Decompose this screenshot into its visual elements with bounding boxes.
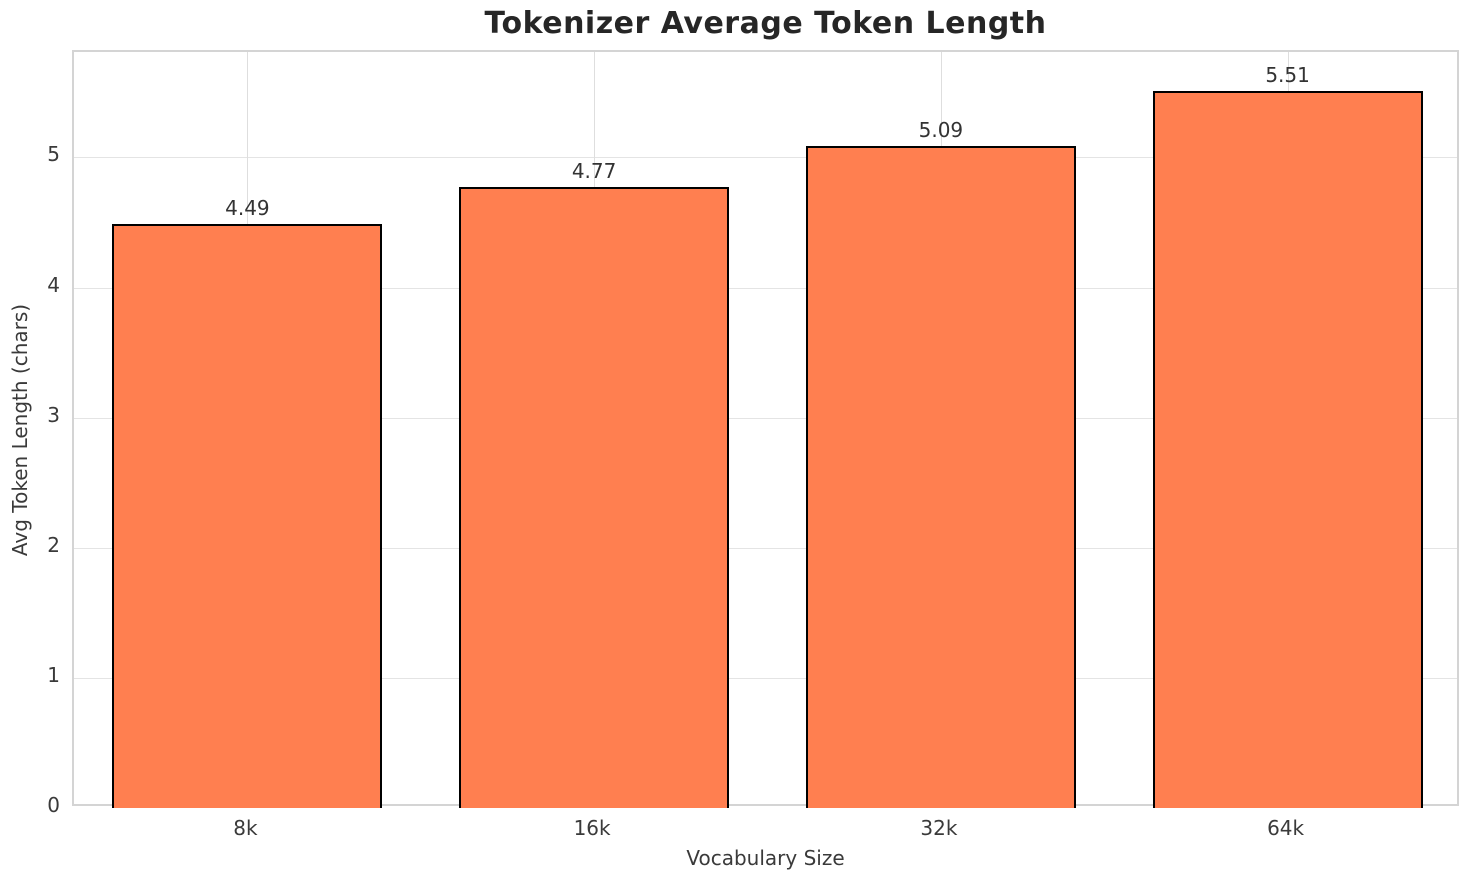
- x-tick-label-64k: 64k: [1267, 816, 1305, 840]
- bar-8k: [112, 223, 383, 808]
- y-tick-label: 0: [47, 793, 60, 817]
- y-tick-label: 2: [47, 532, 60, 557]
- h-gridline: [74, 287, 1457, 289]
- x-tick-label-8k: 8k: [233, 816, 258, 840]
- y-tick-label: 5: [47, 142, 60, 167]
- bar-value-label: 5.09: [918, 117, 964, 142]
- bar-value-label: 4.49: [225, 195, 270, 220]
- y-tick-label: 4: [47, 272, 60, 297]
- x-tick-label-16k: 16k: [573, 816, 611, 840]
- bar-value-label: 5.51: [1265, 63, 1310, 87]
- h-gridline: [74, 157, 1457, 159]
- x-axis-label: Vocabulary Size: [686, 846, 845, 870]
- bar-16k: [459, 187, 730, 808]
- bar-value-label: 4.77: [571, 159, 617, 184]
- bar-32k: [805, 145, 1076, 808]
- y-tick-label: 3: [47, 402, 60, 427]
- plot-area: 4.49 4.77 5.09 5.51: [72, 50, 1459, 808]
- h-gridline: [74, 417, 1457, 419]
- h-gridline: [74, 677, 1457, 679]
- x-tick-label-32k: 32k: [920, 816, 958, 840]
- h-gridline: [74, 547, 1457, 549]
- bar-64k: [1152, 91, 1423, 808]
- chart-title: Tokenizer Average Token Length: [484, 6, 1047, 41]
- y-tick-label: 1: [47, 662, 60, 687]
